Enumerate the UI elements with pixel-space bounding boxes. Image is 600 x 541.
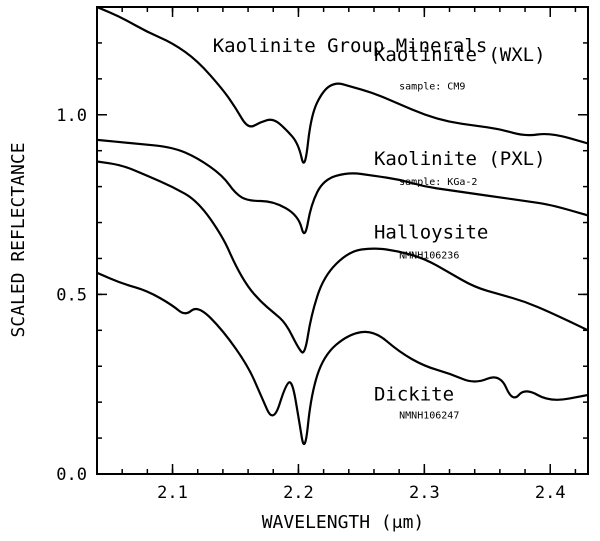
x-tick-label: 2.4 — [535, 483, 566, 503]
series-line-4 — [97, 271, 588, 446]
series-name-label: Halloysite — [374, 222, 488, 244]
series-line-1 — [97, 7, 588, 164]
series-layer — [97, 7, 588, 446]
y-tick-label: 0.0 — [56, 465, 87, 485]
series-name-label: Kaolinite (PXL) — [374, 148, 546, 170]
series-sample-label: NMNH106236 — [399, 250, 459, 261]
series-name-label: Dickite — [374, 383, 454, 405]
x-axis-title: WAVELENGTH (μm) — [262, 512, 425, 533]
x-tick-label: 2.1 — [157, 483, 188, 503]
plot-frame — [96, 6, 589, 475]
x-tick-label: 2.3 — [409, 483, 440, 503]
series-line-2 — [97, 138, 588, 235]
y-tick-label: 1.0 — [56, 106, 87, 126]
series-sample-label: NMNH106247 — [399, 410, 459, 421]
series-name-label: Kaolinite (WXL) — [374, 44, 546, 66]
series-line-3 — [97, 160, 588, 354]
y-axis-title: SCALED REFLECTANCE — [8, 142, 29, 337]
chart-title: Kaolinite Group Minerals — [213, 35, 488, 57]
y-tick-label: 0.5 — [56, 285, 87, 305]
ticks-layer: 2.1 2.2 2.3 2.4 0.0 0.5 1.0 — [56, 6, 588, 503]
x-tick-label: 2.2 — [283, 483, 314, 503]
series-sample-label: sample: CM9 — [399, 82, 465, 93]
series-labels-layer: Kaolinite (WXL) sample: CM9 Kaolinite (PXL… — [374, 44, 546, 421]
series-sample-label: sample: KGa-2 — [399, 177, 477, 188]
